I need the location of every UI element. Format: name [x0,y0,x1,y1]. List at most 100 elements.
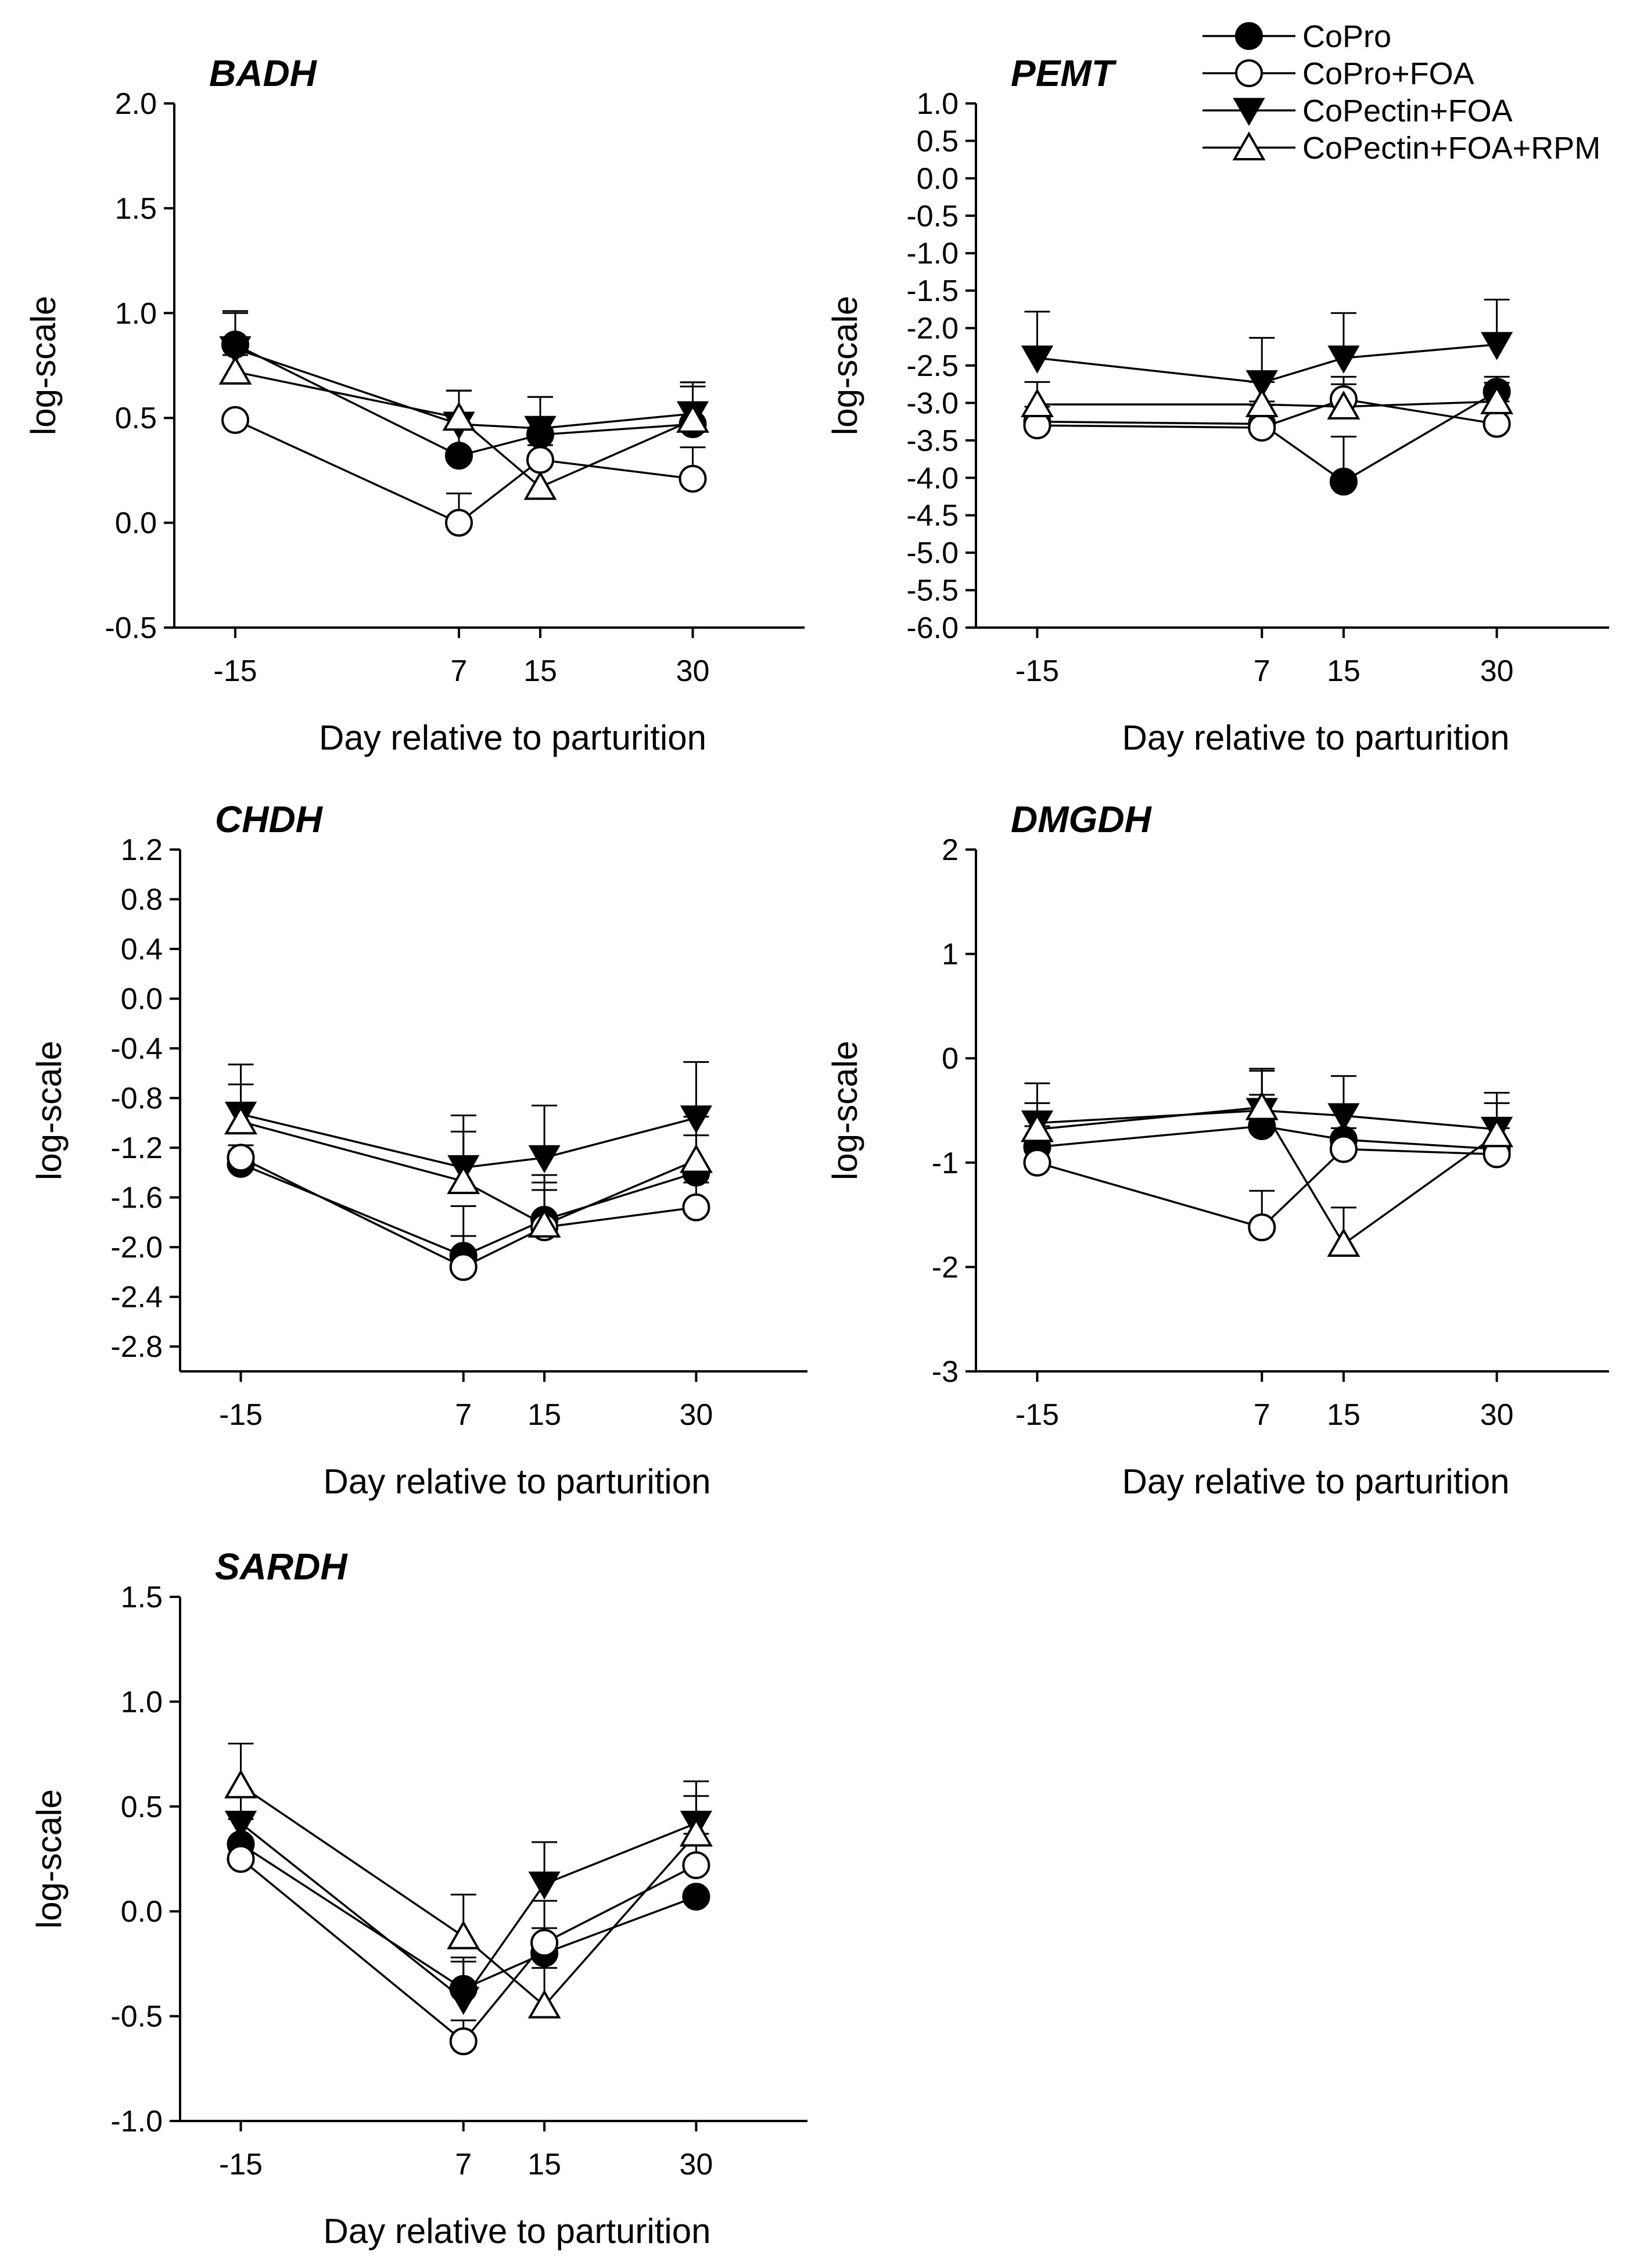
legend-label-copectin-foa-rpm: CoPectin+FOA+RPM [1302,131,1600,166]
badh-copectin-foa-point [219,336,252,364]
badh-copectin-foa-rpm-point [218,356,252,385]
pemt-copro-foa-point [1248,413,1276,442]
badh-y-tick-label: -0.5 [105,611,157,645]
dmgdh-panel-title: DMGDH [1011,798,1153,840]
dmgdh-copectin-foa-rpm-point [1480,1118,1514,1148]
sardh-copectin-foa-point [224,1811,257,1839]
sardh-copro-foa-point [530,1929,559,1957]
badh-copro-point [445,442,473,470]
badh-copectin-foa-rpm-point [442,402,476,431]
pemt-y-axis-title: log-scale [825,296,864,435]
sardh-copro-foa-point [682,1851,710,1879]
chdh-copro-foa-line [240,1156,697,1269]
chdh-copectin-foa-rpm-point [447,1165,480,1194]
legend-label-copectin-foa: CoPectin+FOA [1302,94,1513,128]
panel-sardh: -1.0 -0.5 0.0 0.5 1.0 1.5 -15 7 15 30 Day relative… [30,1546,807,2251]
legend-marker-copectin-foa [1233,98,1265,126]
chdh-y-tick-label: -2.0 [110,1231,163,1264]
chdh-copectin-foa-rpm-point [527,1208,561,1238]
legend-label-copro-foa: CoPro+FOA [1302,56,1474,91]
sardh-copectin-foa-rpm-line [240,1785,697,2008]
dmgdh-copectin-foa-rpm-point [1245,1091,1279,1120]
sardh-copectin-foa-point [447,1987,480,2015]
chdh-copectin-foa-point [680,1105,712,1134]
chdh-copro-foa-point [227,1144,255,1172]
badh-copectin-foa-rpm-point [676,404,709,433]
pemt-y-tick-label: 0.5 [917,124,959,158]
pemt-y-tick-label: -4.5 [906,499,959,533]
pemt-copectin-foa-point [1245,370,1278,399]
badh-x-tick-label: 7 [451,654,468,688]
badh-x-axis-title: Day relative to parturition [319,718,706,757]
badh-copectin-foa-rpm-point [523,471,557,500]
sardh-y-tick-label: -0.5 [110,2000,163,2034]
badh-x-tick-label: 15 [523,654,557,688]
chdh-x-tick-label: 15 [527,1398,561,1432]
pemt-y-tick-label: -3.0 [906,386,959,420]
sardh-y-tick-label: -1.0 [110,2105,163,2138]
sardh-x-axis-title: Day relative to parturition [324,2212,711,2251]
panel-badh: -0.5 0.0 0.5 1.0 1.5 2.0 -15 7 15 30 Day relative … [24,52,805,757]
pemt-x-axis-title: Day relative to parturition [1122,718,1510,757]
pemt-y-tick-label: -6.0 [906,611,959,645]
chdh-y-tick-label: -2.8 [110,1330,163,1364]
legend: CoProCoPro+FOACoPectin+FOACoPectin+FOA+R… [1203,19,1600,166]
chdh-y-tick-label: 1.2 [121,833,163,867]
chdh-panel-title: CHDH [215,798,324,840]
badh-y-axis-title: log-scale [24,296,63,435]
sardh-x-tick-label: -15 [219,2148,263,2181]
sardh-copectin-foa-rpm-point [447,1920,480,1950]
pemt-y-tick-label: -0.5 [906,199,959,233]
chdh-y-axis-title: log-scale [30,1041,69,1180]
badh-panel-title: BADH [209,52,318,94]
chdh-x-axis-title: Day relative to parturition [324,1462,711,1501]
pemt-y-tick-label: -3.5 [906,424,959,458]
chdh-y-tick-label: -1.6 [110,1181,163,1215]
badh-y-tick-label: 1.5 [115,192,157,225]
dmgdh-y-tick-label: -2 [932,1251,959,1284]
sardh-y-tick-label: 1.5 [121,1581,163,1614]
sardh-y-tick-label: 0.0 [121,1895,163,1929]
dmgdh-y-tick-label: -3 [932,1355,959,1389]
badh-x-tick-label: 30 [676,654,710,688]
chdh-copectin-foa-point [528,1145,561,1174]
badh-copectin-foa-line [235,347,693,429]
pemt-y-tick-label: 1.0 [917,87,959,121]
badh-y-tick-label: 1.0 [115,297,157,331]
pemt-copectin-foa-rpm-line [1037,400,1497,408]
badh-copectin-foa-rpm-line [235,371,694,489]
pemt-y-tick-label: -2.5 [906,349,959,383]
chdh-y-tick-label: 0.0 [121,983,163,1016]
pemt-copectin-foa-point [1481,332,1513,360]
chdh-copectin-foa-rpm-point [224,1105,257,1135]
badh-copro-foa-point [221,406,249,434]
sardh-y-tick-label: 1.0 [121,1685,163,1719]
pemt-y-tick-label: -1.0 [906,237,959,271]
pemt-y-tick-label: 0.0 [917,162,959,196]
pemt-copectin-foa-rpm-point [1245,388,1279,418]
badh-copro-foa-point [445,508,473,537]
chdh-copro-foa-point [682,1193,710,1221]
dmgdh-copectin-foa-rpm-point [1327,1228,1361,1257]
chdh-y-tick-label: -0.4 [110,1032,163,1066]
sardh-copectin-foa-rpm-point [224,1769,257,1798]
dmgdh-y-tick-label: 0 [942,1042,959,1076]
pemt-x-tick-label: 15 [1327,654,1361,688]
dmgdh-y-tick-label: -1 [932,1146,959,1180]
dmgdh-x-axis-title: Day relative to parturition [1122,1462,1510,1501]
sardh-copectin-foa-rpm-point [679,1817,713,1847]
pemt-copro-foa-line [1037,398,1497,429]
pemt-y-tick-label: -5.5 [906,574,959,608]
panel-pemt: -6.0-5.5 -5.0-4.5 -4.0-3.5 -3.0-2.5-2.0 -1.5… [825,52,1609,757]
dmgdh-copectin-foa-rpm-line [1037,1106,1498,1246]
pemt-panel-title: PEMT [1011,52,1117,94]
badh-copro-foa-point [679,464,707,493]
legend-label-copro: CoPro [1302,19,1391,54]
chdh-x-tick-label: 30 [679,1398,713,1432]
dmgdh-copro-foa-point [1329,1135,1358,1163]
legend-marker-copro-foa [1235,59,1263,87]
badh-y-tick-label: 0.5 [115,402,157,435]
sardh-y-axis-title: log-scale [30,1789,69,1929]
dmgdh-x-tick-label: 7 [1254,1398,1270,1432]
